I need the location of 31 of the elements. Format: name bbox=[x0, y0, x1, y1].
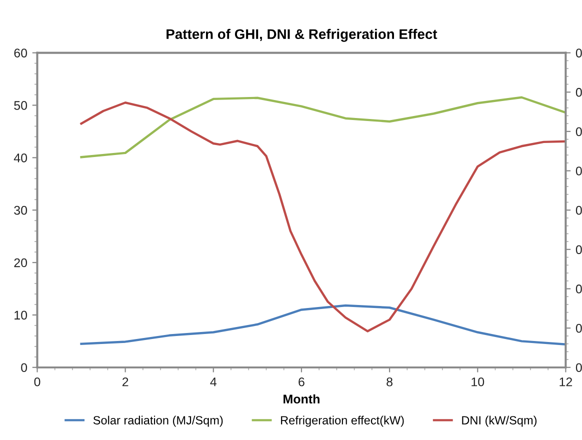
y2-tick-label: 0 bbox=[576, 48, 582, 58]
y-tick-label: 30 bbox=[14, 206, 28, 215]
x-tick-label: 10 bbox=[472, 377, 484, 386]
y2-tick-label: 0 bbox=[576, 88, 582, 97]
line-series bbox=[80, 96, 566, 158]
x-tick-label: 4 bbox=[210, 378, 217, 386]
x-axis-title: Month bbox=[284, 394, 320, 404]
y2-tick-label: 0 bbox=[576, 245, 582, 254]
line-series bbox=[80, 304, 566, 346]
line-series bbox=[80, 102, 566, 332]
chart-title: Pattern of GHI, DNI & Refrigeration Effect bbox=[166, 28, 438, 42]
y-tick-label: 10 bbox=[14, 310, 28, 320]
y2-tick-label: 0 bbox=[576, 206, 582, 215]
x-tick-label: 8 bbox=[386, 377, 392, 386]
y2-tick-label: 0 bbox=[576, 363, 582, 372]
legend-label: Solar radiation (MJ/Sqm) bbox=[93, 416, 223, 427]
y2-tick-label: 0 bbox=[576, 284, 582, 294]
x-tick-label: 2 bbox=[122, 377, 128, 386]
x-tick-label: 6 bbox=[298, 377, 304, 386]
legend-label: DNI (kW/Sqm) bbox=[462, 416, 537, 427]
x-tick-label: 0 bbox=[34, 377, 40, 386]
y-tick-label: 60 bbox=[14, 48, 28, 58]
y-tick-label: 40 bbox=[14, 153, 28, 162]
y-tick-label: 20 bbox=[14, 258, 28, 268]
legend-label: Refrigeration effect(kW) bbox=[281, 416, 404, 427]
y2-tick-label: 0 bbox=[576, 127, 582, 136]
x-tick-label: 12 bbox=[560, 377, 572, 386]
y-tick-label: 50 bbox=[14, 101, 28, 110]
y2-tick-label: 0 bbox=[576, 324, 582, 333]
y2-tick-label: 0 bbox=[576, 166, 582, 176]
y-tick-label: 0 bbox=[21, 363, 28, 372]
